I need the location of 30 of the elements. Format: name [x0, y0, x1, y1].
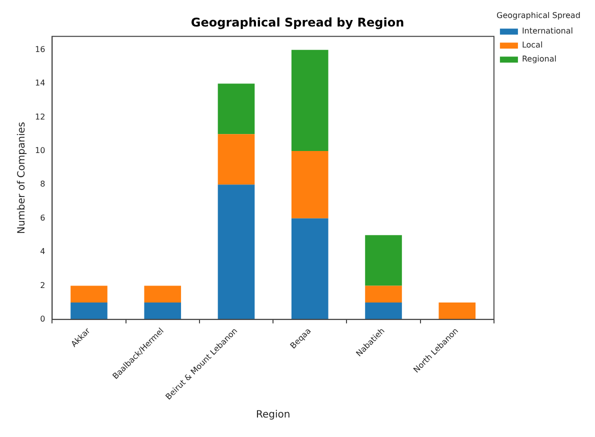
y-tick-label: 14: [34, 78, 46, 88]
bar: [365, 302, 402, 320]
bar: [218, 134, 255, 185]
chart-title: Geographical Spread by Region: [190, 15, 404, 30]
bar: [365, 286, 402, 303]
legend-title: Geographical Spread: [496, 11, 580, 20]
bar: [218, 84, 255, 134]
bar: [70, 286, 108, 303]
bar: [70, 302, 108, 320]
legend-label: International: [522, 26, 574, 36]
legend-label: Regional: [522, 54, 556, 64]
y-tick-label: 4: [40, 247, 46, 256]
x-axis-title: Region: [256, 410, 290, 421]
legend-label: Local: [522, 40, 543, 50]
bar: [291, 50, 328, 151]
bar: [365, 235, 402, 286]
bar: [291, 150, 328, 218]
bar: [218, 184, 255, 320]
y-tick-label: 10: [34, 146, 46, 156]
y-tick-label: 6: [40, 213, 46, 222]
bar: [144, 302, 182, 320]
y-tick-label: 8: [40, 180, 46, 189]
y-tick-label: 2: [40, 280, 46, 290]
bar: [438, 302, 476, 320]
y-tick-label: 12: [34, 112, 46, 122]
y-axis-title: Number of Companies: [16, 122, 28, 234]
y-tick-label: 16: [34, 44, 46, 54]
y-tick-label: 0: [40, 314, 46, 324]
bar: [144, 286, 182, 303]
bar: [291, 218, 328, 320]
